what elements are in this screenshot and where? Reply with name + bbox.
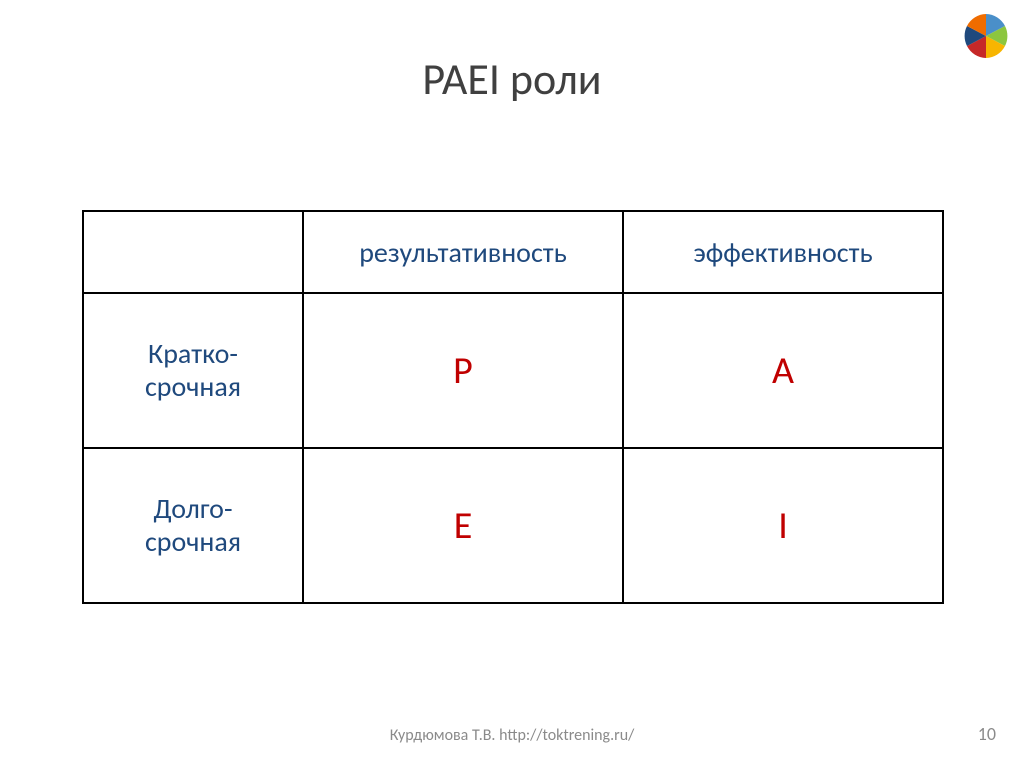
row-header-2: Долго-срочная (83, 448, 303, 603)
page-number: 10 (978, 723, 996, 745)
cell-i: I (623, 448, 943, 603)
header-empty (83, 211, 303, 293)
row-header-1: Кратко-срочная (83, 293, 303, 448)
cell-a: A (623, 293, 943, 448)
table-header-row: результативность эффективность (83, 211, 943, 293)
cell-e: E (303, 448, 623, 603)
header-col-2: эффективность (623, 211, 943, 293)
footer-text: Курдюмова Т.В. http://toktrening.ru/ (0, 726, 1024, 745)
cell-p: P (303, 293, 623, 448)
page-title: PAEI роли (0, 52, 1024, 106)
paei-table: результативность эффективность Кратко-ср… (82, 210, 942, 604)
header-col-1: результативность (303, 211, 623, 293)
table-row: Долго-срочная E I (83, 448, 943, 603)
table-row: Кратко-срочная P A (83, 293, 943, 448)
